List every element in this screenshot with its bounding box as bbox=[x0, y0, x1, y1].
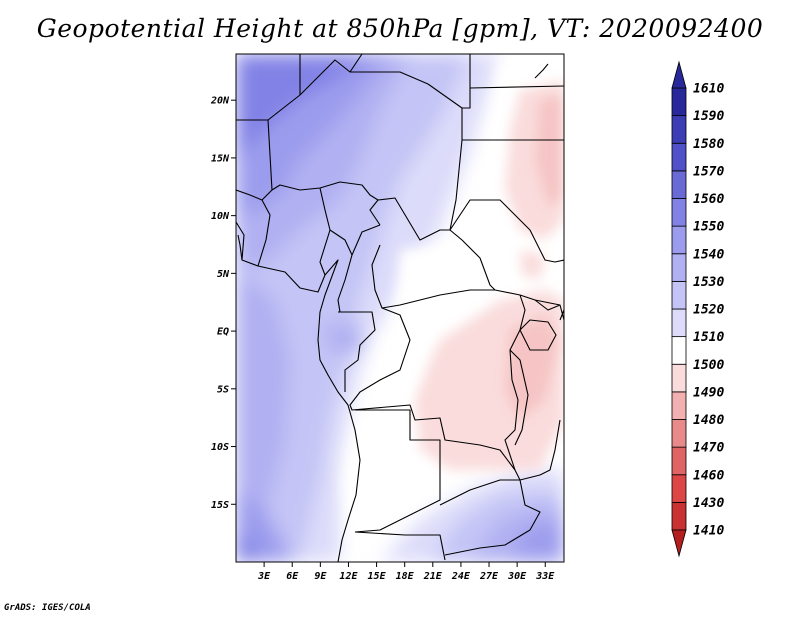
colorbar-segment bbox=[671, 474, 687, 503]
height-field bbox=[236, 54, 564, 562]
colorbar-segment bbox=[671, 87, 687, 117]
lon-tick-label: 3E bbox=[257, 571, 271, 582]
colorbar-segment bbox=[671, 336, 687, 365]
map-title: Geopotential Height at 850hPa [gpm], VT:… bbox=[36, 14, 764, 43]
colorbar-segment bbox=[671, 253, 687, 282]
grads-credit: GrADS: IGES/COLA bbox=[4, 603, 91, 613]
colorbar-segment bbox=[671, 115, 687, 144]
lon-tick-label: 15E bbox=[368, 571, 387, 582]
colorbar-label: 1560 bbox=[693, 192, 724, 207]
colorbar-min-arrow bbox=[671, 529, 687, 558]
colorbar-segment bbox=[671, 308, 687, 338]
lon-tick-label: 12E bbox=[339, 571, 358, 582]
lon-tick-label: 21E bbox=[423, 571, 443, 582]
lat-tick-label: 20N bbox=[210, 96, 230, 107]
lon-tick-label: 9E bbox=[314, 571, 327, 582]
colorbar-label: 1500 bbox=[693, 358, 724, 373]
colorbar-label: 1460 bbox=[693, 468, 724, 483]
lon-tick-label: 18E bbox=[396, 571, 415, 582]
colorbar-label: 1590 bbox=[693, 109, 724, 124]
lat-tick-label: 15S bbox=[211, 500, 229, 511]
colorbar-segment bbox=[671, 280, 687, 310]
colorbar-label: 1580 bbox=[693, 137, 724, 152]
lon-tick-label: 24E bbox=[451, 571, 471, 582]
colorbar-segment bbox=[671, 446, 687, 476]
colorbar-segment bbox=[671, 198, 687, 227]
colorbar-segment bbox=[671, 170, 687, 199]
colorbar-max-arrow bbox=[671, 60, 687, 89]
colorbar-label: 1530 bbox=[693, 275, 724, 290]
colorbar-segment bbox=[671, 142, 687, 172]
lat-tick-label: 10N bbox=[211, 211, 230, 222]
lon-tick-label: 33E bbox=[535, 571, 555, 582]
colorbar-segment bbox=[671, 419, 687, 448]
colorbar-segment bbox=[671, 225, 687, 255]
lat-tick-label: 10S bbox=[211, 442, 229, 453]
lon-tick-label: 30E bbox=[507, 571, 527, 582]
lat-tick-label: 5S bbox=[217, 384, 229, 395]
colorbar-label: 1570 bbox=[693, 164, 724, 179]
latitude-axis: 20N 15N 10N 5N EQ 5S 10S 15S bbox=[210, 96, 236, 511]
colorbar-label: 1430 bbox=[693, 496, 724, 511]
lat-tick-label: 5N bbox=[217, 269, 230, 280]
lon-tick-label: 27E bbox=[479, 571, 499, 582]
colorbar-label: 1510 bbox=[693, 330, 724, 345]
colorbar-label: 1480 bbox=[693, 413, 724, 428]
colorbar-label: 1520 bbox=[693, 303, 724, 318]
colorbar-label: 1540 bbox=[693, 247, 724, 262]
colorbar-segment bbox=[671, 391, 687, 420]
map-frame bbox=[235, 53, 565, 563]
colorbar-label: 1490 bbox=[693, 385, 724, 400]
colorbar: 1410 1430 1460 1470 1480 1490 1500 1510 1520 1530… bbox=[671, 60, 724, 558]
colorbar-label: 1470 bbox=[693, 441, 724, 456]
country-borders bbox=[236, 54, 564, 562]
colorbar-segment bbox=[671, 363, 687, 393]
longitude-axis: 3E 6E 9E 12E 15E 18E 21E 24E 27E 30E 33E bbox=[257, 562, 555, 582]
colorbar-label: 1550 bbox=[693, 220, 724, 235]
colorbar-label: 1410 bbox=[693, 524, 724, 539]
lat-tick-label: EQ bbox=[217, 327, 229, 338]
colorbar-label: 1610 bbox=[693, 82, 724, 97]
lon-tick-label: 6E bbox=[286, 571, 299, 582]
colorbar-segment bbox=[671, 501, 687, 531]
lat-tick-label: 15N bbox=[211, 153, 230, 164]
